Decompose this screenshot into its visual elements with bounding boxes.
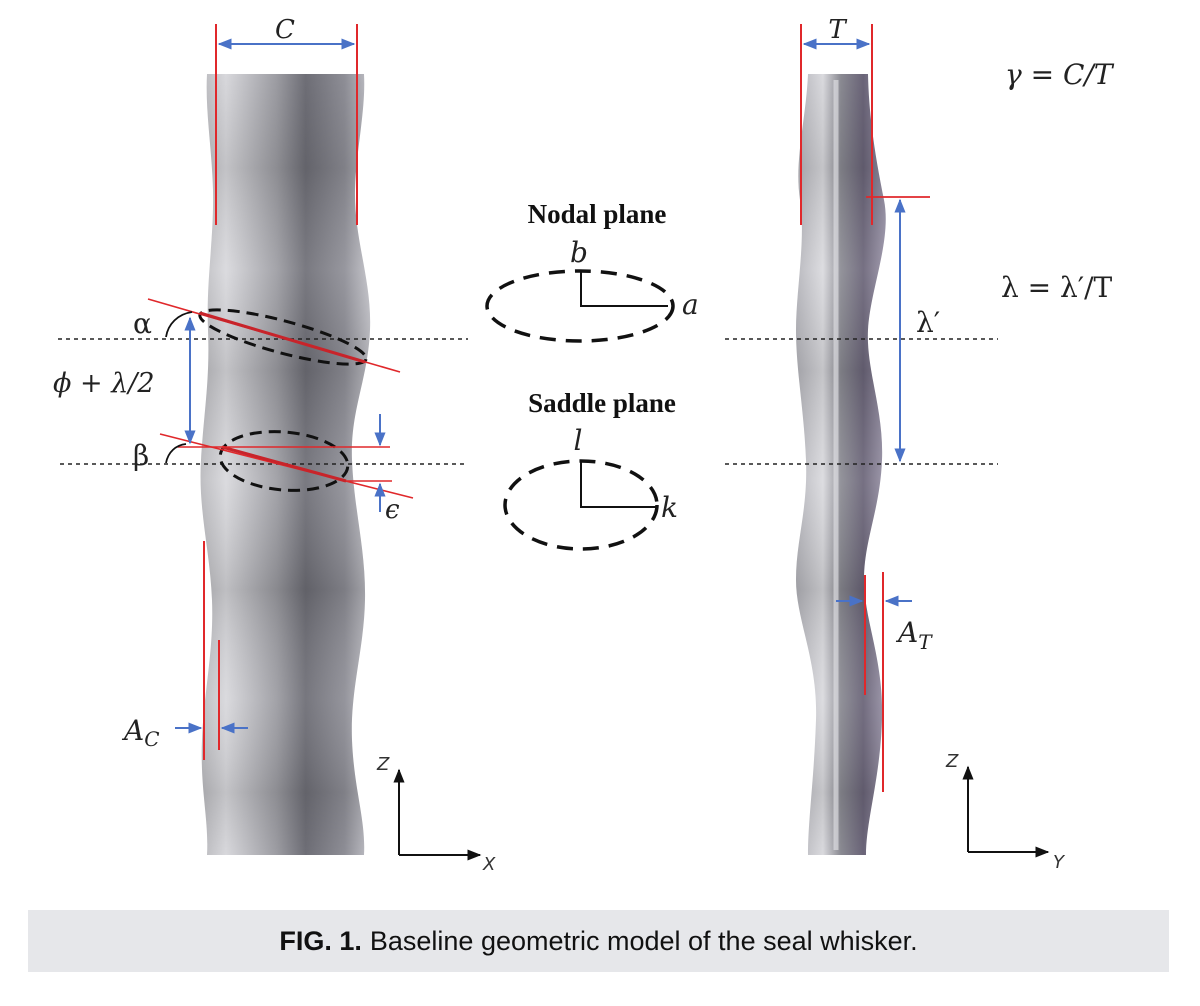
- dimension-C: C: [215, 15, 358, 225]
- axis-x-label: X: [482, 854, 496, 875]
- figure-caption: FIG. 1. Baseline geometric model of the …: [28, 910, 1169, 972]
- dimension-phi: ϕ + λ/2: [53, 316, 196, 445]
- axis-z-left-label: Z: [376, 754, 390, 775]
- saddle-plane-schematic: Saddle plane l k: [503, 388, 678, 551]
- nodal-a-label: a: [682, 288, 699, 321]
- beta-label: β: [133, 439, 149, 472]
- saddle-section-chord: [221, 445, 347, 483]
- saddle-k-label: k: [661, 491, 678, 524]
- alpha-arc: [165, 311, 193, 338]
- axes-yz: Z Y: [945, 751, 1066, 873]
- dimension-A-T: AT: [836, 572, 933, 792]
- saddle-l-label: l: [574, 424, 583, 457]
- lambda-equation: λ = λ′/T: [1001, 271, 1113, 304]
- caption-text: Baseline geometric model of the seal whi…: [369, 925, 918, 956]
- dimension-T: T: [800, 15, 873, 225]
- saddle-plane-title: Saddle plane: [528, 388, 676, 418]
- dimension-epsilon: ϵ: [346, 414, 400, 525]
- nodal-section-chord: [199, 311, 366, 364]
- c-label: C: [275, 15, 295, 45]
- axes-xz: Z X: [376, 754, 496, 875]
- phi-label: ϕ + λ/2: [53, 368, 155, 399]
- at-label: AT: [895, 616, 933, 654]
- reference-lines: [58, 338, 998, 465]
- epsilon-label: ϵ: [385, 495, 400, 525]
- axis-z-right-label: Z: [945, 751, 959, 772]
- nodal-plane-title: Nodal plane: [528, 199, 667, 229]
- angle-markers: α β: [133, 307, 193, 472]
- alpha-label: α: [133, 307, 152, 340]
- nodal-b-label: b: [570, 236, 588, 269]
- t-label: T: [828, 15, 847, 45]
- dimension-lambda-prime: λ′: [866, 196, 940, 463]
- beta-arc: [165, 443, 187, 464]
- cross-sections-left: [147, 298, 414, 499]
- nodal-axes: [580, 271, 668, 307]
- saddle-axes: [580, 461, 656, 508]
- lambda-prime-label: λ′: [916, 306, 940, 339]
- axis-y-label: Y: [1053, 852, 1066, 873]
- saddle-section-ellipse: [218, 430, 350, 492]
- nodal-plane-schematic: Nodal plane b a: [485, 199, 699, 343]
- dimension-A-C: AC: [121, 541, 248, 760]
- caption-label: FIG. 1.: [279, 925, 362, 956]
- ac-label: AC: [121, 714, 160, 751]
- seal-whisker-diagram: C T γ = C/T λ = λ′/T λ′ Nodal plane b a …: [53, 15, 1115, 875]
- gamma-equation: γ = C/T: [1005, 58, 1115, 91]
